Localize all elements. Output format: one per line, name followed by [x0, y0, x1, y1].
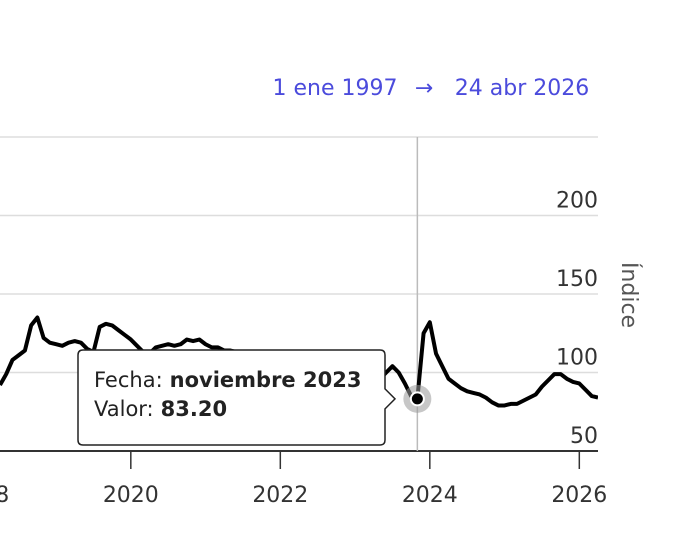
x-tick-label: 2026	[551, 483, 607, 508]
range-arrow: →	[415, 76, 433, 101]
tooltip-line: Fecha: noviembre 2023	[94, 368, 361, 392]
tooltip-value: 83.20	[161, 397, 227, 421]
x-tick-label: 2024	[402, 483, 458, 508]
y-tick-label: 100	[556, 346, 598, 371]
range-end[interactable]: 24 abr 2026	[455, 76, 589, 101]
tooltip-date-label: Fecha:	[94, 368, 163, 392]
tooltip-line: Valor: 83.20	[94, 397, 227, 421]
hover-point	[409, 391, 425, 407]
x-tick-label: 2020	[103, 483, 159, 508]
range-start[interactable]: 1 ene 1997	[273, 76, 398, 101]
tooltip-box	[77, 349, 397, 446]
y-tick-label: 50	[570, 424, 598, 449]
x-tick-label: 2022	[252, 483, 308, 508]
x-tick-label: 2018	[0, 483, 9, 508]
y-axis-title: Índice	[616, 262, 642, 328]
tooltip-value-label: Valor:	[94, 397, 154, 421]
tooltip-date: noviembre 2023	[170, 368, 362, 392]
tooltip: Fecha: noviembre 2023 Valor: 83.20	[77, 349, 397, 446]
y-tick-label: 200	[556, 189, 598, 214]
y-tick-label: 150	[556, 267, 598, 292]
